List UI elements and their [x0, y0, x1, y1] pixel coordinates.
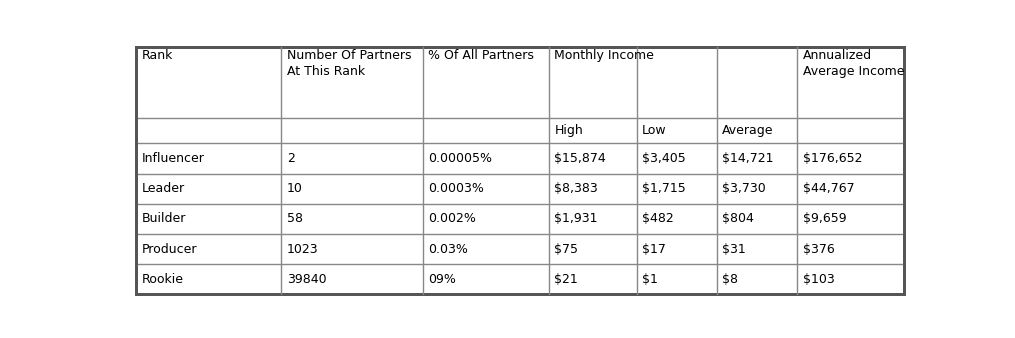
- Text: % Of All Partners: % Of All Partners: [428, 49, 534, 62]
- Text: $103: $103: [803, 273, 834, 286]
- Text: Influencer: Influencer: [142, 152, 205, 165]
- Text: Low: Low: [642, 124, 667, 137]
- Text: 0.002%: 0.002%: [428, 212, 476, 225]
- Text: $376: $376: [803, 243, 834, 256]
- Text: Producer: Producer: [142, 243, 197, 256]
- Text: $17: $17: [642, 243, 666, 256]
- Text: $14,721: $14,721: [723, 152, 773, 165]
- Text: Rank: Rank: [142, 49, 174, 62]
- Text: $8: $8: [723, 273, 738, 286]
- Text: Rookie: Rookie: [142, 273, 184, 286]
- Text: $31: $31: [723, 243, 746, 256]
- Text: 2: 2: [287, 152, 294, 165]
- Text: $44,767: $44,767: [803, 182, 855, 195]
- Text: Monthly Income: Monthly Income: [554, 49, 655, 62]
- Text: $482: $482: [642, 212, 674, 225]
- Text: 0.0003%: 0.0003%: [428, 182, 484, 195]
- Text: $8,383: $8,383: [554, 182, 598, 195]
- Text: Annualized
Average Income: Annualized Average Income: [803, 49, 904, 77]
- Text: High: High: [554, 124, 583, 137]
- Text: 58: 58: [287, 212, 302, 225]
- Text: $75: $75: [554, 243, 579, 256]
- Text: $176,652: $176,652: [803, 152, 862, 165]
- Text: 1023: 1023: [287, 243, 319, 256]
- Text: 0.00005%: 0.00005%: [428, 152, 492, 165]
- Text: 0.03%: 0.03%: [428, 243, 468, 256]
- Text: $804: $804: [723, 212, 754, 225]
- Text: Leader: Leader: [142, 182, 185, 195]
- Text: $21: $21: [554, 273, 579, 286]
- Text: $9,659: $9,659: [803, 212, 847, 225]
- Text: $3,405: $3,405: [642, 152, 686, 165]
- Text: Average: Average: [723, 124, 773, 137]
- Text: $15,874: $15,874: [554, 152, 606, 165]
- Text: Builder: Builder: [142, 212, 186, 225]
- Text: $1,715: $1,715: [642, 182, 686, 195]
- Text: $1: $1: [642, 273, 658, 286]
- Text: Number Of Partners
At This Rank: Number Of Partners At This Rank: [287, 49, 411, 77]
- Text: $1,931: $1,931: [554, 212, 598, 225]
- Text: 09%: 09%: [428, 273, 456, 286]
- Text: 39840: 39840: [287, 273, 327, 286]
- Text: 10: 10: [287, 182, 302, 195]
- Text: $3,730: $3,730: [723, 182, 766, 195]
